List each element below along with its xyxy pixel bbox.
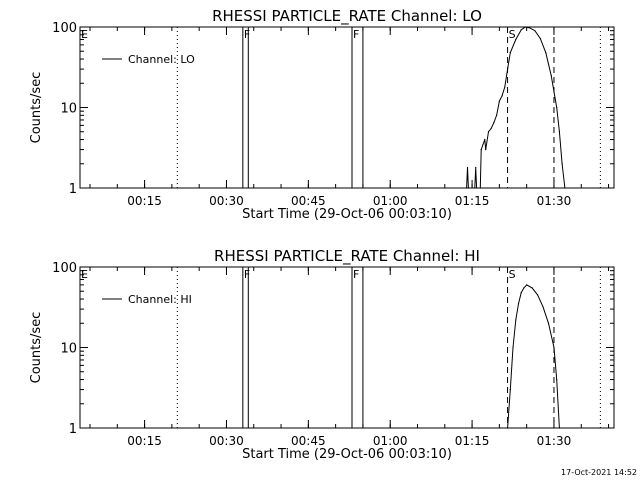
x-axis-label: Start Time (29-Oct-06 00:03:10): [242, 207, 452, 222]
flag-label: S: [509, 268, 516, 281]
data-point: [556, 378, 558, 381]
legend-label: Channel: HI: [128, 293, 192, 306]
x-tick-label: 01:15: [455, 434, 490, 448]
data-point: [517, 303, 520, 305]
data-point: [493, 121, 495, 124]
flag-label: S: [509, 28, 516, 41]
data-point: [539, 37, 541, 40]
data-point: [528, 27, 530, 29]
data-point: [520, 292, 522, 294]
x-tick-label: 00:30: [209, 434, 244, 448]
data-point: [479, 187, 481, 189]
flag-label: F: [244, 268, 250, 281]
chart-panel-hi: RHESSI PARTICLE_RATE Channel: HI 00:15 00:…: [29, 247, 615, 462]
data-point: [536, 294, 539, 296]
data-point: [515, 319, 517, 321]
data-point: [523, 287, 525, 289]
x-tick-label: 01:30: [537, 434, 572, 448]
data-point: [534, 30, 536, 32]
data-point: [558, 427, 561, 429]
data-point: [531, 287, 533, 289]
data-point: [509, 52, 511, 54]
data-point: [553, 346, 555, 349]
x-axis-label: Start Time (29-Oct-06 00:03:10): [242, 447, 452, 462]
series-line-channel-hi: [507, 284, 560, 429]
data-point: [496, 114, 498, 116]
data-point: [490, 127, 492, 130]
data-point: [498, 100, 500, 102]
data-point: [561, 163, 563, 165]
y-tick-label: 10: [60, 342, 77, 357]
y-tick-label: 1: [69, 182, 77, 197]
x-tick-label: 00:45: [291, 434, 326, 448]
flag-label: E: [81, 28, 88, 41]
series-line-channel-lo: [466, 26, 566, 189]
data-point: [504, 86, 506, 88]
data-point: [487, 131, 490, 133]
data-point: [506, 68, 509, 70]
x-tick-label: 00:45: [291, 194, 326, 208]
y-tick-label: 10: [60, 102, 77, 117]
flag-label: F: [244, 28, 250, 41]
data-point: [474, 187, 476, 189]
data-point: [547, 322, 550, 324]
data-point: [480, 148, 482, 151]
y-tick-label: 100: [52, 261, 77, 276]
data-point: [558, 131, 561, 133]
data-point: [564, 187, 566, 189]
y-axis-label: Counts/sec: [29, 312, 44, 384]
data-point: [509, 388, 511, 391]
chart-title: RHESSI PARTICLE_RATE Channel: LO: [212, 7, 482, 26]
data-point: [524, 26, 526, 28]
data-point: [526, 284, 528, 286]
data-point: [475, 166, 477, 169]
data-point: [466, 187, 468, 189]
data-point: [485, 148, 487, 151]
data-point: [506, 427, 509, 429]
flag-label: E: [81, 268, 88, 281]
data-point: [515, 38, 517, 41]
data-point: [467, 187, 470, 189]
data-point: [512, 346, 514, 349]
x-tick-label: 01:00: [373, 194, 408, 208]
x-tick-label: 01:30: [537, 194, 572, 208]
y-tick-label: 100: [52, 21, 77, 36]
data-point: [545, 52, 547, 54]
chart-title: RHESSI PARTICLE_RATE Channel: HI: [214, 247, 480, 266]
x-tick-label: 01:00: [373, 434, 408, 448]
data-point: [501, 95, 503, 97]
x-tick-label: 01:15: [455, 194, 490, 208]
data-point: [556, 106, 558, 109]
y-axis-label: Counts/sec: [29, 72, 44, 144]
flag-label: F: [353, 28, 359, 41]
data-point: [542, 306, 544, 308]
chart-panel-lo: RHESSI PARTICLE_RATE Channel: LO 00:15 00:…: [29, 7, 615, 222]
data-point: [466, 166, 469, 169]
legend-label: Channel: LO: [128, 53, 195, 66]
data-point: [520, 29, 522, 31]
data-point: [484, 138, 486, 141]
x-tick-label: 00:15: [127, 434, 162, 448]
data-point: [550, 74, 552, 77]
x-tick-label: 00:30: [209, 194, 244, 208]
flag-label: F: [353, 268, 359, 281]
plot-frame: [79, 26, 615, 189]
plot-frame: [79, 266, 615, 429]
footer-timestamp: 17-Oct-2021 14:52: [561, 468, 637, 477]
y-tick-label: 1: [69, 422, 77, 437]
data-point: [476, 187, 478, 189]
x-tick-label: 00:15: [127, 194, 162, 208]
